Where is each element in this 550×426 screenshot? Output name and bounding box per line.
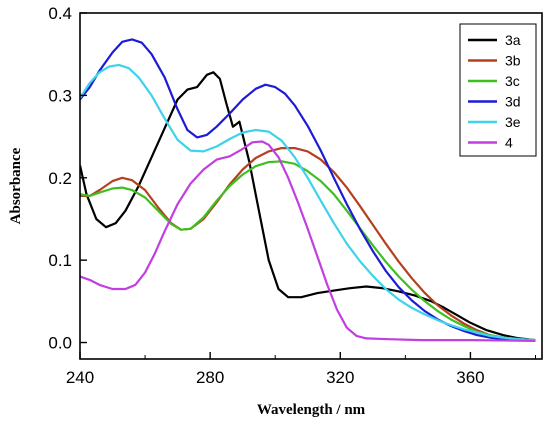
- legend: 3a 3b 3c 3d 3e 4: [459, 23, 537, 157]
- plot-frame: [79, 12, 543, 360]
- x-tick-label: 240: [66, 368, 94, 387]
- x-tick-label: 360: [456, 368, 484, 387]
- series-layer: [80, 38, 536, 342]
- y-tick-label: 0.0: [48, 334, 72, 353]
- y-axis-title: Absorbance: [8, 147, 24, 224]
- y-tick-label: 0.1: [48, 251, 72, 270]
- tick-layer: 240 280 320 360 0.0 0.1 0.2 0.3 0.4: [48, 4, 536, 387]
- legend-label-3e: 3e: [505, 114, 521, 130]
- legend-label-3d: 3d: [505, 94, 521, 110]
- series-line-3c: [80, 160, 536, 342]
- legend-box: [459, 23, 537, 157]
- series-line-3e: [80, 63, 536, 342]
- legend-label-3c: 3c: [505, 73, 520, 89]
- legend-label-3a: 3a: [505, 32, 521, 48]
- x-tick-label: 320: [326, 368, 354, 387]
- y-tick-label: 0.4: [48, 4, 72, 23]
- legend-label-4: 4: [505, 135, 513, 151]
- legend-label-3b: 3b: [505, 53, 521, 69]
- x-tick-label: 280: [196, 368, 224, 387]
- series-line-3a: [80, 71, 536, 342]
- y-tick-label: 0.3: [48, 86, 72, 105]
- series-line-3b: [80, 147, 536, 342]
- series-line-4: [80, 140, 536, 342]
- y-tick-label: 0.2: [48, 169, 72, 188]
- x-axis-title: Wavelength / nm: [257, 402, 366, 418]
